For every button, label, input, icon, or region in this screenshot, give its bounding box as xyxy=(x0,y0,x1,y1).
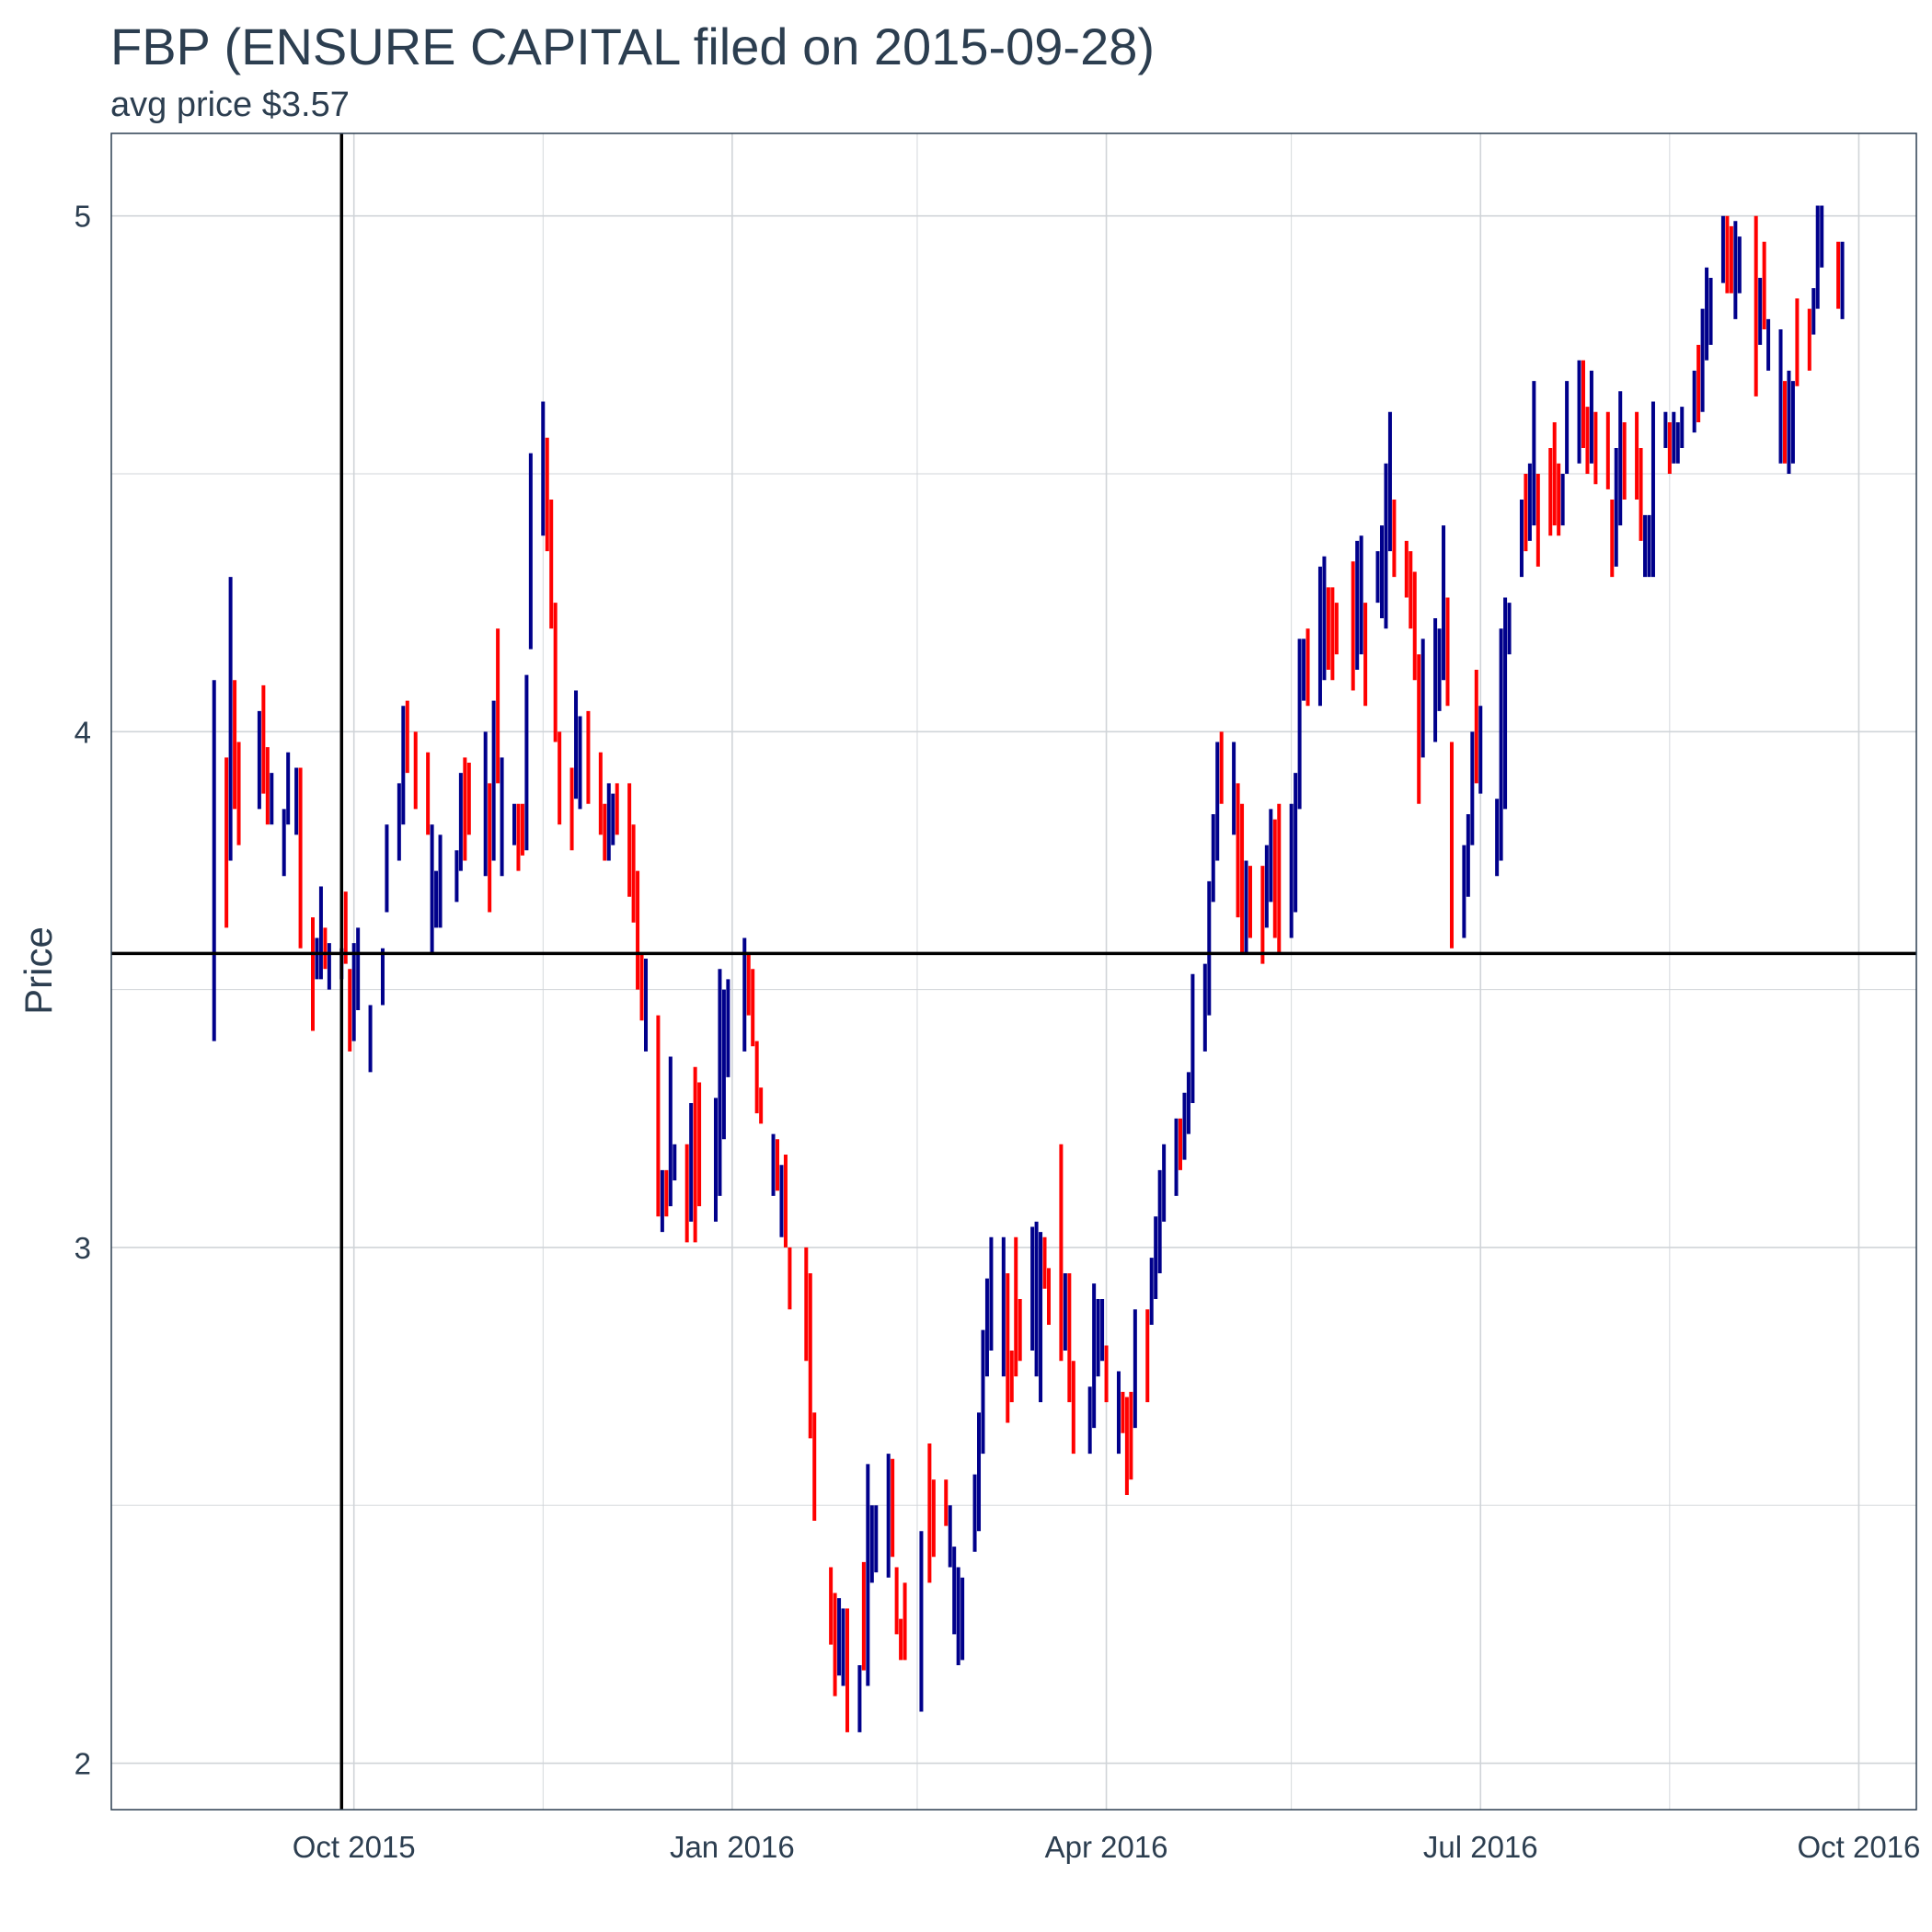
plot-panel-border xyxy=(110,132,1917,1811)
x-tick-label: Apr 2016 xyxy=(1045,1830,1168,1864)
y-axis: 2 3 4 5 xyxy=(75,200,91,1781)
grid xyxy=(111,133,1916,1810)
x-tick-label: Jan 2016 xyxy=(670,1830,795,1864)
y-tick-label: 4 xyxy=(75,715,91,749)
y-tick-label: 3 xyxy=(75,1231,91,1265)
chart-title: FBP (ENSURE CAPITAL filed on 2015-09-28) xyxy=(110,17,1155,75)
y-tick-label: 5 xyxy=(75,200,91,234)
reference-lines xyxy=(111,133,1916,1810)
y-tick-label: 2 xyxy=(75,1747,91,1781)
x-axis: Oct 2015 Jan 2016 Apr 2016 Jul 2016 Oct 2016 xyxy=(293,1830,1921,1864)
y-axis-label: Price xyxy=(17,926,60,1015)
ohlc-bars xyxy=(212,205,1845,1732)
x-tick-label: Oct 2015 xyxy=(293,1830,416,1864)
x-tick-label: Jul 2016 xyxy=(1423,1830,1538,1864)
chart-subtitle: avg price $3.57 xyxy=(110,86,350,124)
x-tick-label: Oct 2016 xyxy=(1797,1830,1920,1864)
